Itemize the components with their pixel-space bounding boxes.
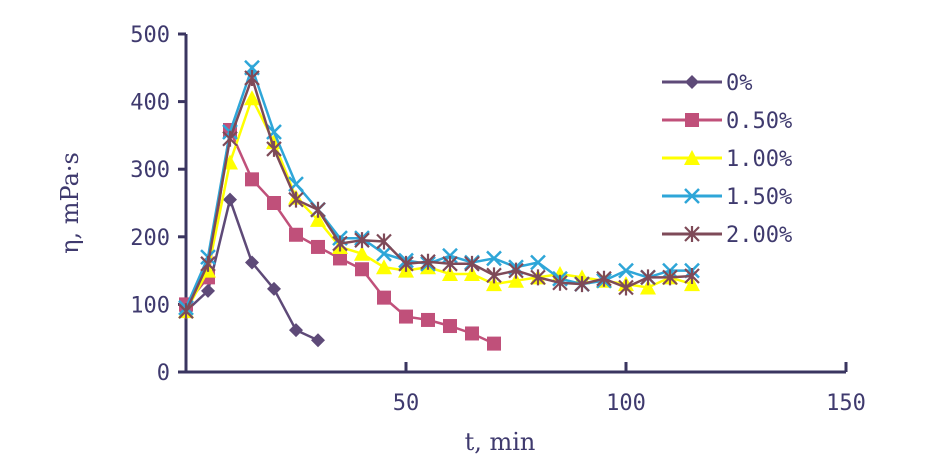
legend-marker bbox=[685, 75, 699, 89]
data-point bbox=[398, 255, 414, 272]
legend-label: 1.00% bbox=[726, 147, 792, 172]
data-point bbox=[333, 251, 347, 266]
data-point bbox=[289, 323, 303, 338]
data-point bbox=[530, 254, 546, 271]
x-axis-title: t, min bbox=[465, 428, 536, 456]
legend-marker bbox=[684, 226, 700, 242]
data-point bbox=[245, 172, 259, 187]
y-tick-label: 400 bbox=[130, 91, 170, 116]
data-point bbox=[487, 336, 501, 351]
legend: 0% 0.50% 1.00% 1.50% 2.00% bbox=[662, 71, 792, 248]
data-point bbox=[244, 69, 260, 86]
data-point bbox=[399, 309, 413, 324]
data-point bbox=[465, 326, 479, 341]
data-point bbox=[596, 270, 612, 287]
x-tick-label: 100 bbox=[606, 391, 646, 416]
x-tick-label: 150 bbox=[826, 391, 866, 416]
data-point bbox=[486, 250, 502, 267]
data-point bbox=[442, 265, 458, 281]
legend-label: 0.50% bbox=[726, 109, 792, 134]
series-line bbox=[184, 73, 693, 312]
series-5 bbox=[178, 69, 700, 320]
series-line bbox=[184, 94, 693, 312]
data-point bbox=[684, 268, 700, 285]
legend-label: 2.00% bbox=[726, 223, 792, 248]
data-point bbox=[376, 245, 392, 262]
data-point bbox=[244, 90, 260, 106]
data-point bbox=[311, 239, 325, 254]
data-point bbox=[640, 269, 656, 286]
y-tick-label: 0 bbox=[157, 361, 170, 386]
data-point bbox=[201, 283, 215, 298]
data-point bbox=[486, 276, 502, 292]
data-point bbox=[267, 281, 281, 296]
data-point bbox=[222, 130, 238, 147]
data-point bbox=[377, 290, 391, 305]
data-point bbox=[618, 262, 634, 279]
data-point bbox=[552, 274, 568, 291]
legend-item: 0% bbox=[662, 71, 753, 96]
series-layer bbox=[178, 59, 700, 351]
legend-marker bbox=[684, 150, 700, 165]
data-point bbox=[464, 265, 480, 281]
data-point bbox=[640, 279, 656, 295]
legend-item: 0.50% bbox=[662, 109, 792, 134]
data-point bbox=[376, 233, 392, 250]
data-point bbox=[354, 245, 370, 261]
data-point bbox=[289, 227, 303, 242]
y-tick-label: 200 bbox=[130, 226, 170, 251]
legend-item: 1.50% bbox=[662, 185, 792, 210]
series-4 bbox=[178, 59, 700, 316]
data-point bbox=[442, 255, 458, 272]
data-point bbox=[354, 232, 370, 249]
y-tick-label: 500 bbox=[130, 23, 170, 48]
data-point bbox=[223, 192, 237, 207]
legend-marker bbox=[685, 113, 699, 127]
y-tick-label: 300 bbox=[130, 158, 170, 183]
ticks-layer: 0 100 200 300 400 500 50 100 150 bbox=[130, 23, 866, 416]
data-point bbox=[662, 269, 678, 286]
data-point bbox=[574, 276, 590, 293]
data-point bbox=[178, 303, 194, 320]
data-point bbox=[245, 255, 259, 270]
legend-item: 1.00% bbox=[662, 147, 792, 172]
data-point bbox=[376, 259, 392, 275]
data-point bbox=[508, 272, 524, 288]
legend-label: 0% bbox=[726, 71, 753, 96]
data-point bbox=[311, 333, 325, 348]
data-point bbox=[310, 201, 326, 218]
x-tick-label: 50 bbox=[393, 391, 420, 416]
legend-marker bbox=[684, 188, 700, 204]
data-point bbox=[508, 262, 524, 279]
data-point bbox=[355, 262, 369, 277]
y-axis-title: η, mPa·s bbox=[56, 152, 84, 254]
data-point bbox=[618, 279, 634, 296]
y-tick-label: 100 bbox=[130, 293, 170, 318]
data-point bbox=[530, 269, 546, 286]
data-point bbox=[266, 140, 282, 157]
data-point bbox=[267, 196, 281, 210]
data-point bbox=[332, 235, 348, 252]
legend-item: 2.00% bbox=[662, 223, 792, 248]
legend-label: 1.50% bbox=[726, 185, 792, 210]
data-point bbox=[443, 319, 457, 334]
data-point bbox=[200, 255, 216, 272]
data-point bbox=[420, 253, 436, 270]
data-point bbox=[421, 312, 435, 327]
data-point bbox=[464, 255, 480, 272]
data-point bbox=[288, 191, 304, 208]
data-point bbox=[486, 267, 502, 284]
data-point bbox=[310, 211, 326, 227]
